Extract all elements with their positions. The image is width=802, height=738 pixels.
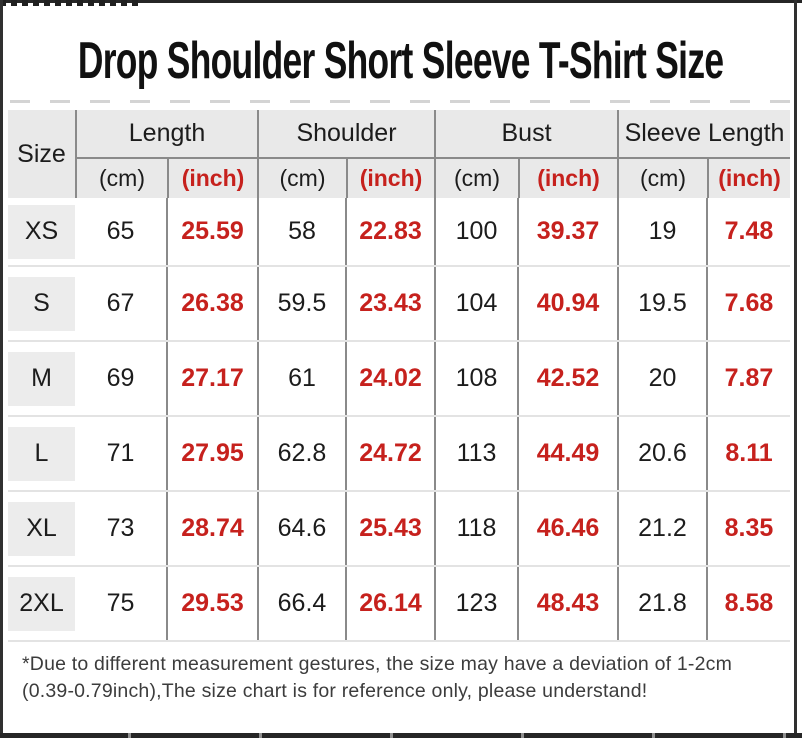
value-cell: 108: [434, 342, 517, 415]
value-cell: 26.14: [345, 567, 434, 640]
size-cell: XL: [8, 492, 75, 565]
size-label: M: [8, 351, 75, 406]
value-cell: 118: [434, 492, 517, 565]
size-cell: S: [8, 267, 75, 340]
size-label: S: [8, 276, 75, 331]
cropped-top-edge: [0, 0, 802, 6]
value-cell: 20: [617, 342, 706, 415]
cropped-top-artifact: [0, 0, 140, 6]
value-cell: 46.46: [517, 492, 617, 565]
unit-label-cm: (cm): [99, 165, 145, 191]
value-cell: 25.59: [166, 198, 257, 265]
value-cell: 64.6: [257, 492, 345, 565]
value-cell: 7.48: [706, 198, 790, 265]
size-cell: 2XL: [8, 567, 75, 640]
group-label: Bust: [501, 119, 552, 147]
right-frame-line: [794, 0, 797, 738]
value-cell: 104: [434, 267, 517, 340]
value-cell: 8.11: [706, 417, 790, 490]
unit-label-inch: (inch): [518, 159, 617, 198]
value-cell: 62.8: [257, 417, 345, 490]
value-cell: 67: [106, 289, 135, 317]
group-label: Sleeve Length: [624, 119, 785, 147]
value-cell: 23.43: [345, 267, 434, 340]
footnote-line-2: (0.39-0.79inch),The size chart is for re…: [22, 680, 648, 702]
table-row-l: L 71 27.95 62.8 24.72 113 44.49 20.6 8.1…: [8, 417, 790, 492]
size-label: 2XL: [8, 576, 75, 631]
value-cell: 21.2: [617, 492, 706, 565]
value-cell: 26.38: [166, 267, 257, 340]
column-group-bust: Bust (cm) (inch): [434, 110, 617, 198]
value-cell: 66.4: [257, 567, 345, 640]
unit-label-cm: (cm): [279, 165, 326, 191]
value-cell: 39.37: [517, 198, 617, 265]
size-cell: XS: [8, 198, 75, 265]
title-wrap: Drop Shoulder Short Sleeve T-Shirt Size: [0, 28, 802, 94]
column-group-shoulder: Shoulder (cm) (inch): [257, 110, 434, 198]
value-cell: 75: [106, 589, 135, 617]
cropped-dash-artifact: [10, 100, 790, 103]
value-cell: 61: [257, 342, 345, 415]
table-row-xs: XS 65 25.59 58 22.83 100 39.37 19 7.48: [8, 198, 790, 267]
value-cell: 27.95: [166, 417, 257, 490]
value-cell: 24.72: [345, 417, 434, 490]
column-group-sleeve-length: Sleeve Length (cm) (inch): [617, 110, 790, 198]
value-cell: 71: [106, 439, 135, 467]
value-cell: 58: [257, 198, 345, 265]
value-cell: 7.87: [706, 342, 790, 415]
column-group-length: Length (cm) (inch): [75, 110, 257, 198]
value-cell: 44.49: [517, 417, 617, 490]
value-cell: 20.6: [617, 417, 706, 490]
table-row-xl: XL 73 28.74 64.6 25.43 118 46.46 21.2 8.…: [8, 492, 790, 567]
group-label: Length: [128, 119, 206, 147]
column-header-size: Size: [17, 139, 66, 168]
value-cell: 59.5: [257, 267, 345, 340]
value-cell: 29.53: [166, 567, 257, 640]
value-cell: 40.94: [517, 267, 617, 340]
value-cell: 19: [617, 198, 706, 265]
table-row-2xl: 2XL 75 29.53 66.4 26.14 123 48.43 21.8 8…: [8, 567, 790, 642]
table-body: XS 65 25.59 58 22.83 100 39.37 19 7.48 S…: [8, 198, 790, 642]
value-cell: 100: [434, 198, 517, 265]
value-cell: 22.83: [345, 198, 434, 265]
size-label: L: [8, 426, 75, 481]
value-cell: 48.43: [517, 567, 617, 640]
value-cell: 7.68: [706, 267, 790, 340]
value-cell: 73: [106, 514, 135, 542]
value-cell: 65: [106, 217, 135, 245]
value-cell: 8.35: [706, 492, 790, 565]
unit-label-cm: (cm): [640, 165, 686, 191]
unit-label-cm: (cm): [454, 165, 500, 191]
size-label: XL: [8, 501, 75, 556]
value-cell: 42.52: [517, 342, 617, 415]
value-cell: 19.5: [617, 267, 706, 340]
group-label: Shoulder: [296, 119, 397, 147]
size-label: XS: [8, 204, 75, 259]
value-cell: 8.58: [706, 567, 790, 640]
value-cell: 123: [434, 567, 517, 640]
value-cell: 21.8: [617, 567, 706, 640]
table-header: Size Length (cm) (inch) Shoulder (cm) (i…: [8, 110, 790, 198]
table-row-s: S 67 26.38 59.5 23.43 104 40.94 19.5 7.6…: [8, 267, 790, 342]
footnote-line-1: *Due to different measurement gestures, …: [22, 653, 733, 675]
value-cell: 69: [106, 364, 135, 392]
value-cell: 113: [434, 417, 517, 490]
footnote: *Due to different measurement gestures, …: [22, 651, 788, 705]
value-cell: 27.17: [166, 342, 257, 415]
value-cell: 24.02: [345, 342, 434, 415]
value-cell: 28.74: [166, 492, 257, 565]
unit-label-inch: (inch): [167, 159, 257, 198]
unit-label-inch: (inch): [707, 159, 790, 198]
unit-label-inch: (inch): [346, 159, 434, 198]
cropped-bottom-edge: [0, 733, 802, 738]
page-title: Drop Shoulder Short Sleeve T-Shirt Size: [78, 32, 724, 90]
table-row-m: M 69 27.17 61 24.02 108 42.52 20 7.87: [8, 342, 790, 417]
left-frame-line: [0, 0, 3, 738]
value-cell: 25.43: [345, 492, 434, 565]
size-cell: L: [8, 417, 75, 490]
size-cell: M: [8, 342, 75, 415]
